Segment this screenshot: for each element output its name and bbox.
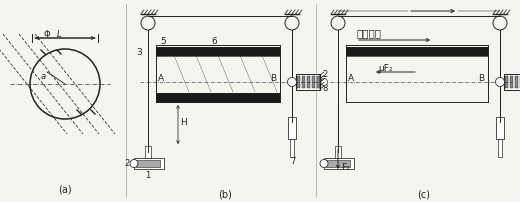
Text: 6: 6 — [211, 37, 217, 46]
Text: (c): (c) — [418, 189, 431, 199]
Text: A: A — [158, 74, 164, 83]
Bar — [498, 139, 502, 157]
Text: 7: 7 — [290, 156, 295, 165]
Bar — [306, 77, 309, 88]
Text: B: B — [270, 74, 276, 83]
Bar — [134, 158, 164, 169]
Text: a: a — [41, 72, 46, 81]
Bar — [317, 77, 319, 88]
Text: 跑偏方向: 跑偏方向 — [356, 28, 381, 38]
Bar — [514, 77, 517, 88]
Circle shape — [288, 78, 296, 87]
Bar — [145, 146, 151, 158]
Text: (b): (b) — [218, 189, 232, 199]
Bar — [346, 48, 488, 57]
Text: 2: 2 — [124, 158, 129, 167]
Bar — [504, 77, 508, 88]
Text: A: A — [348, 74, 354, 83]
Text: L: L — [57, 30, 62, 39]
Text: 2: 2 — [322, 70, 327, 79]
Bar — [290, 139, 294, 157]
Text: 1: 1 — [146, 170, 151, 179]
Bar — [296, 75, 320, 90]
Text: (a): (a) — [58, 184, 72, 194]
Bar — [326, 160, 350, 167]
Bar — [496, 117, 504, 139]
Bar — [504, 75, 520, 90]
Bar — [136, 160, 160, 167]
Bar — [156, 48, 280, 57]
Bar — [288, 117, 296, 139]
Bar — [324, 158, 354, 169]
Text: Φ: Φ — [43, 30, 49, 39]
Bar — [296, 77, 300, 88]
Text: 8: 8 — [322, 84, 328, 93]
Text: 5: 5 — [160, 37, 166, 46]
Circle shape — [496, 78, 504, 87]
Bar — [311, 77, 315, 88]
Bar — [156, 94, 280, 102]
Text: 3: 3 — [136, 48, 142, 57]
Text: μF₂: μF₂ — [378, 64, 393, 73]
Circle shape — [320, 79, 328, 86]
Text: B: B — [478, 74, 484, 83]
Bar — [335, 146, 341, 158]
Circle shape — [130, 160, 138, 168]
Circle shape — [320, 160, 328, 168]
Bar — [302, 77, 305, 88]
Text: F₂: F₂ — [341, 162, 350, 171]
Bar — [510, 77, 513, 88]
Text: H: H — [180, 118, 187, 127]
